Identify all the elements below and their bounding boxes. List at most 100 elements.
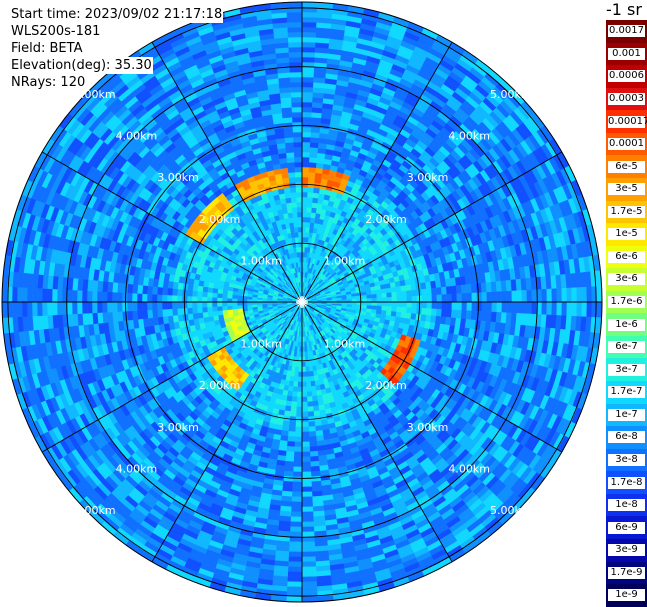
ppi-cell [411,301,418,309]
ppi-cell [96,301,103,313]
ppi-cell [202,286,209,293]
ppi-cell [405,284,412,292]
ppi-cell [286,151,295,159]
ppi-cell [176,301,183,309]
ppi-cell [296,246,300,253]
ppi-cell [211,292,218,298]
ppi-cell [231,305,238,310]
ppi-cell [308,431,317,438]
ppi-cell [312,192,320,199]
ppi-cell [101,291,108,303]
ppi-cell [301,401,308,408]
ppi-cell [436,287,443,296]
ppi-cell [290,406,297,413]
ppi-cell [310,122,322,129]
ppi-cell [291,491,303,498]
ppi-cell [481,301,488,312]
ppi-cell [142,285,149,295]
ppi-cell [371,293,378,299]
ppi-cell [491,301,498,313]
ppi-cell [111,291,118,303]
ppi-cell [293,226,299,233]
ppi-cell [446,301,453,311]
ppi-cell [301,191,308,198]
ppi-cell [301,121,312,128]
ppi-cell [308,426,316,433]
ppi-cell [161,294,168,303]
ppi-cell [471,292,478,303]
ppi-cell [386,292,393,298]
ppi-cell [310,127,321,134]
ppi-cell [470,283,477,294]
ppi-cell [461,293,468,303]
ppi-cell [301,391,308,398]
ppi-cell [301,501,313,508]
ppi-cell [112,281,119,293]
ppi-cell [297,211,303,218]
ppi-cell [151,286,159,295]
ppi-cell [366,294,373,299]
ppi-cell [485,311,492,323]
ppi-cell [293,451,303,458]
ppi-cell [284,132,294,139]
ppi-cell [137,310,144,320]
ppi-cell [308,436,317,443]
ppi-cell [486,301,493,313]
ppi-cell [196,307,203,314]
ppi-cell [131,301,138,312]
ppi-cell [298,361,303,368]
ppi-cell [411,295,418,303]
ppi-cell [294,236,300,243]
ppi-cell [292,381,299,388]
ppi-cell [307,401,314,408]
ppi-cell [386,297,393,303]
ppi-cell [406,301,413,308]
ppi-cell [292,211,298,218]
ppi-cell [361,301,368,306]
ppi-cell [306,211,312,218]
ppi-cell [282,117,293,124]
ppi-cell [291,206,298,213]
ppi-cell [431,287,438,296]
ppi-cell [298,236,303,243]
ppi-cell [301,486,313,493]
ppi-cell [191,296,198,303]
ppi-cell [301,426,310,433]
ppi-cell [376,301,383,307]
ppi-cell [310,460,320,467]
ppi-cell [311,117,322,124]
ppi-cell [127,310,134,321]
ppi-cell [142,309,149,319]
ppi-cell [481,292,488,303]
ppi-cell [289,411,297,418]
ppi-cell [401,301,408,308]
ppi-cell [283,470,294,477]
ppi-cell [308,171,316,178]
ppi-cell [476,292,483,303]
ppi-cell [122,282,129,294]
ppi-cell [295,186,303,193]
ppi-cell [301,436,310,443]
ppi-cell [456,293,463,303]
ppi-cell [156,309,163,318]
ppi-cell [361,298,368,303]
ppi-cell [291,106,303,113]
ppi-cell [296,191,303,198]
ppi-cell [400,312,407,319]
ppi-cell [301,476,312,483]
ppi-cell [296,401,303,408]
ppi-cell [431,301,438,310]
ppi-cell [396,306,403,313]
ppi-cell [295,411,303,418]
ppi-cell [306,386,312,393]
ppi-cell [301,211,307,218]
ppi-cell [285,197,292,204]
ppi-cell [291,496,303,503]
ppi-cell [292,216,299,223]
ppi-cell [236,301,243,306]
ppi-cell [156,301,163,310]
ppi-cell [301,376,307,383]
ppi-cell [96,291,103,303]
ppi-cell [456,301,463,311]
ppi-cell [376,305,383,311]
